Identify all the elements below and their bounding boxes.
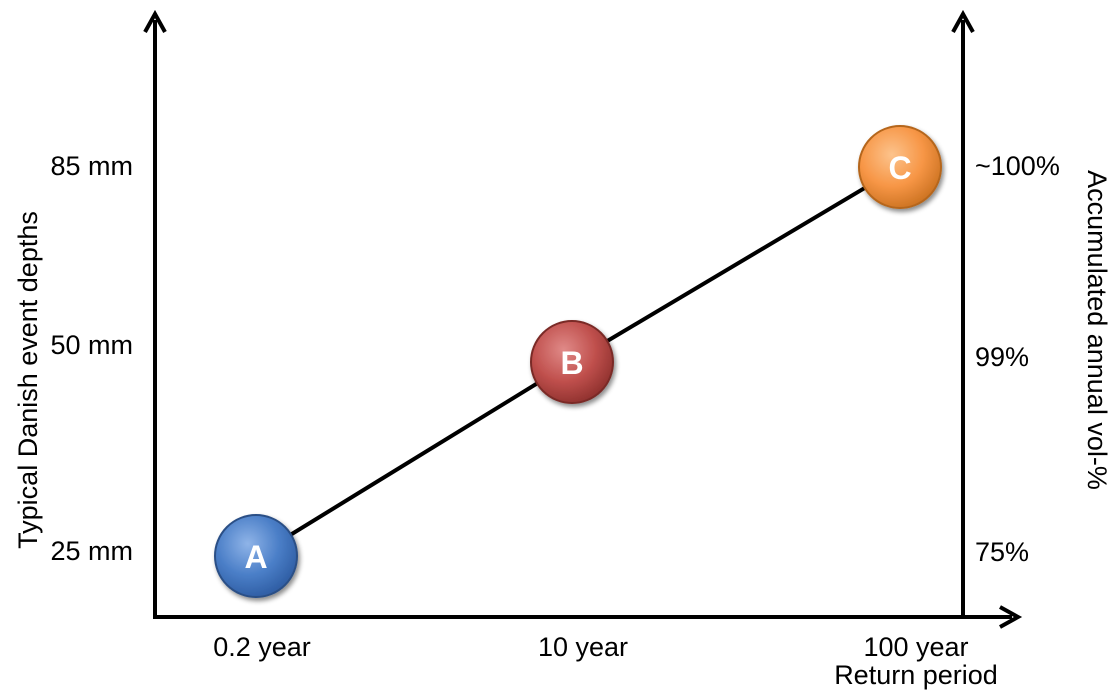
x-tick-0-2-year: 0.2 year xyxy=(213,632,311,662)
x-tick-100-year: 100 year xyxy=(863,632,968,662)
point-c: C xyxy=(858,125,942,209)
point-b-label: B xyxy=(560,345,583,381)
right-axis-title: Accumulated annual vol-% xyxy=(1082,170,1112,490)
left-tick-85mm: 85 mm xyxy=(50,151,133,181)
right-tick-99pct: 99% xyxy=(975,342,1029,372)
right-tick-75pct: 75% xyxy=(975,537,1029,567)
left-tick-50mm: 50 mm xyxy=(50,330,133,360)
point-a-circle xyxy=(214,514,298,598)
point-b: B xyxy=(530,320,614,404)
right-tick-100pct: ~100% xyxy=(975,151,1060,181)
point-a: A xyxy=(214,514,298,598)
point-c-circle xyxy=(858,125,942,209)
point-b-circle xyxy=(530,320,614,404)
left-axis-title: Typical Danish event depths xyxy=(13,211,43,549)
right-axis-arrowhead xyxy=(951,9,975,33)
x-tick-10-year: 10 year xyxy=(538,632,628,662)
left-tick-25mm: 25 mm xyxy=(50,536,133,566)
x-axis-title: Return period xyxy=(834,660,998,690)
point-a-label: A xyxy=(244,539,267,575)
x-axis-arrowhead xyxy=(999,605,1023,629)
left-axis-arrowhead xyxy=(143,9,167,33)
point-c-label: C xyxy=(888,150,911,186)
